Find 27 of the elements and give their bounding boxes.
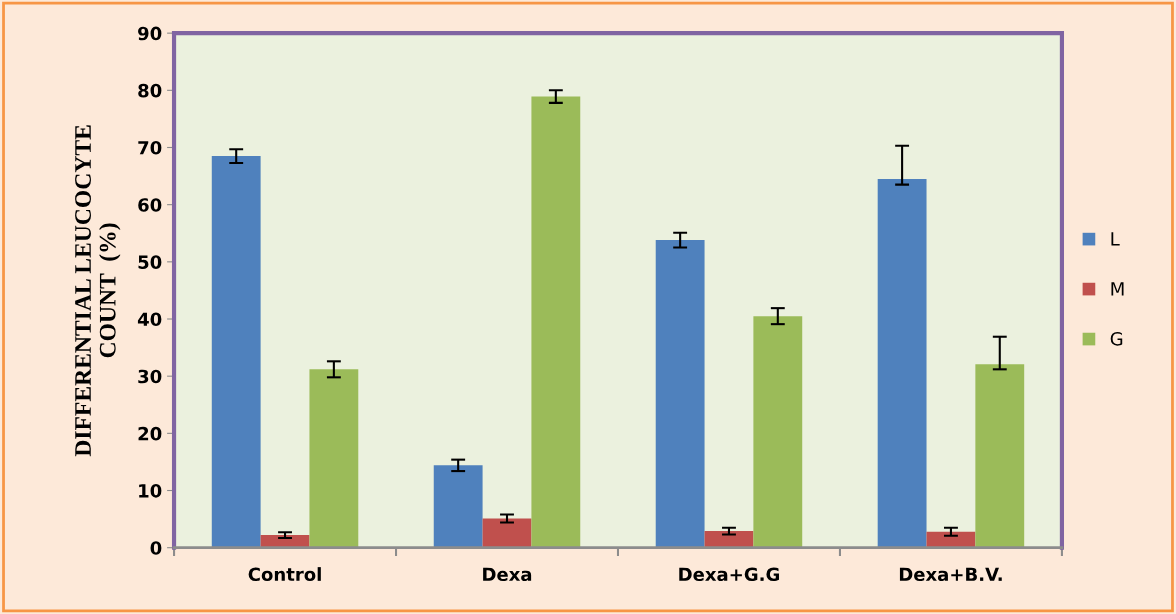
y-tick-label: 20 (138, 426, 162, 441)
y-axis-title: DIFFERENTIAL LEUCOCYTE COUNT (%) (75, 125, 121, 457)
y-tick-label: 90 (138, 26, 162, 41)
bar (975, 364, 1025, 548)
y-tick-label: 30 (138, 369, 162, 384)
bar (309, 369, 359, 548)
y-tick-label: 40 (137, 312, 162, 327)
x-tick-label: Dexa (483, 567, 532, 582)
bar (211, 156, 261, 548)
bar (531, 96, 581, 548)
y-tick-label: 50 (138, 255, 162, 269)
y-tick-label: 60 (138, 198, 162, 212)
bar (877, 178, 927, 548)
bar (482, 518, 532, 548)
legend-label: G (1110, 331, 1123, 346)
y-tick-label: 80 (138, 83, 162, 98)
x-tick-label: Dexa+G.G (679, 567, 779, 582)
y-tick-label: 10 (139, 483, 162, 498)
bar (655, 240, 705, 548)
x-tick-label: Control (248, 567, 321, 582)
legend-label: L (1111, 232, 1120, 246)
bar (433, 465, 483, 548)
y-tick-label: 0 (150, 541, 162, 555)
legend-label: M (1111, 282, 1124, 296)
bar (753, 316, 803, 548)
x-tick-label: Dexa+B.V. (899, 567, 1002, 582)
y-tick-label: 70 (138, 140, 162, 155)
